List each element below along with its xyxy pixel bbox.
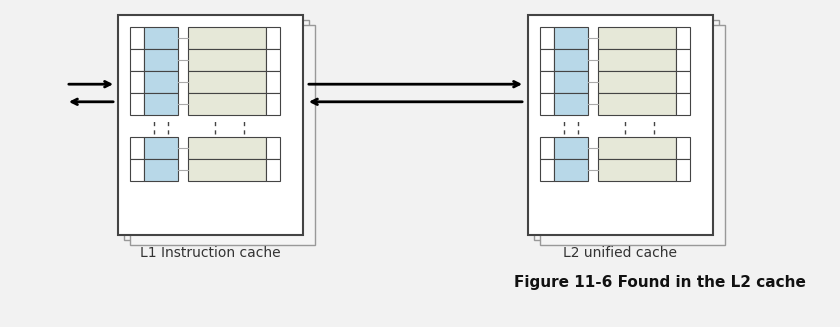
Bar bbox=[188, 159, 266, 181]
Bar bbox=[144, 49, 178, 71]
Bar bbox=[554, 27, 588, 49]
Bar bbox=[598, 27, 676, 49]
Bar bbox=[676, 49, 690, 71]
Bar bbox=[266, 27, 280, 49]
Bar bbox=[598, 49, 676, 71]
Bar bbox=[676, 137, 690, 159]
Bar bbox=[188, 27, 266, 49]
Text: L1 Instruction cache: L1 Instruction cache bbox=[139, 246, 281, 260]
Bar bbox=[188, 137, 266, 159]
Bar bbox=[266, 137, 280, 159]
Bar bbox=[188, 71, 266, 93]
Bar bbox=[144, 137, 178, 159]
Bar bbox=[540, 71, 554, 93]
Bar bbox=[130, 137, 144, 159]
Bar bbox=[266, 93, 280, 115]
Bar bbox=[534, 20, 719, 240]
Bar bbox=[144, 93, 178, 115]
Bar bbox=[554, 93, 588, 115]
Bar bbox=[130, 159, 144, 181]
Bar bbox=[554, 137, 588, 159]
Bar bbox=[130, 27, 144, 49]
Bar bbox=[144, 159, 178, 181]
Bar bbox=[540, 159, 554, 181]
Bar bbox=[540, 27, 554, 49]
Bar bbox=[124, 20, 309, 240]
Bar bbox=[676, 159, 690, 181]
Bar bbox=[130, 25, 315, 245]
Bar bbox=[266, 159, 280, 181]
Bar bbox=[676, 93, 690, 115]
Text: Figure 11-6 Found in the L2 cache: Figure 11-6 Found in the L2 cache bbox=[514, 276, 806, 290]
Bar bbox=[598, 137, 676, 159]
Bar bbox=[188, 93, 266, 115]
Bar bbox=[554, 49, 588, 71]
Bar bbox=[598, 159, 676, 181]
Text: L2 unified cache: L2 unified cache bbox=[563, 246, 677, 260]
Bar bbox=[188, 49, 266, 71]
Bar bbox=[676, 27, 690, 49]
Bar bbox=[144, 71, 178, 93]
Bar bbox=[130, 71, 144, 93]
Bar bbox=[598, 71, 676, 93]
Bar bbox=[118, 15, 303, 235]
Bar bbox=[540, 93, 554, 115]
Bar bbox=[554, 159, 588, 181]
Bar bbox=[130, 93, 144, 115]
Bar bbox=[676, 71, 690, 93]
Bar bbox=[266, 71, 280, 93]
Bar bbox=[130, 49, 144, 71]
Bar bbox=[540, 137, 554, 159]
Bar bbox=[540, 49, 554, 71]
Bar bbox=[540, 25, 725, 245]
Bar bbox=[144, 27, 178, 49]
Bar bbox=[266, 49, 280, 71]
Bar bbox=[554, 71, 588, 93]
Bar bbox=[598, 93, 676, 115]
Bar bbox=[528, 15, 713, 235]
